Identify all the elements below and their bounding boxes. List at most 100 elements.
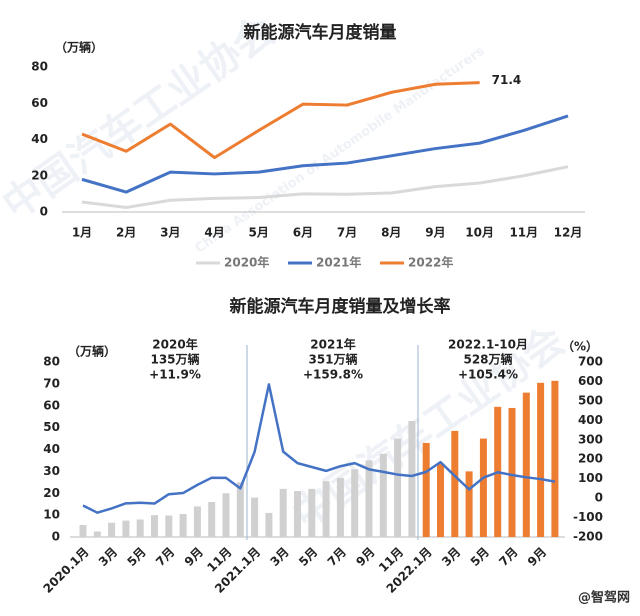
x-tick-label: 7月 (325, 545, 349, 569)
y2-tick-label: 400 (578, 413, 603, 427)
bar (79, 524, 87, 537)
x-tick-label: 10月 (465, 226, 494, 240)
y-tick-label: 50 (43, 420, 60, 434)
bar (408, 421, 416, 537)
x-tick-label: 7月 (496, 545, 520, 569)
annotation: 2021年 (310, 337, 355, 352)
x-tick-label: 1月 (72, 226, 92, 240)
x-tick-label: 2020.1月 (40, 545, 91, 596)
bar (394, 438, 402, 537)
y-tick-label: 60 (31, 96, 48, 110)
bar (93, 531, 101, 537)
bar (151, 515, 158, 537)
bar (537, 382, 545, 537)
y-tick-label: 60 (43, 398, 60, 412)
watermark: 中国汽车工业协会 (0, 8, 283, 229)
annotation: +11.9% (149, 368, 201, 382)
bar (108, 522, 116, 537)
x-tick-label: 5月 (296, 545, 320, 569)
bar (336, 477, 344, 537)
y2-tick-label: 300 (578, 432, 603, 446)
bar (322, 481, 330, 537)
line (82, 383, 556, 514)
y2-tick-label: 500 (578, 393, 603, 407)
bar (165, 515, 173, 537)
annotation: +159.8% (303, 368, 363, 382)
line (81, 114, 569, 194)
y2-tick-label: 100 (578, 471, 603, 485)
bar (236, 482, 244, 537)
y2-tick-label: 600 (578, 374, 603, 388)
bar (222, 493, 230, 537)
y-axis-label: （万辆） (68, 344, 116, 359)
legend-label: 2020年 (224, 255, 269, 270)
y2-tick-label: 0 (595, 491, 603, 505)
y2-tick-label: 700 (578, 355, 603, 369)
y2-axis-label: （%） (562, 339, 598, 354)
y2-tick-label: -200 (573, 530, 603, 544)
bar (265, 512, 273, 537)
y-tick-label: 0 (40, 205, 48, 219)
bar (522, 392, 530, 537)
bar (422, 442, 430, 537)
legend-label: 2022年 (408, 255, 453, 270)
bar (279, 488, 287, 537)
x-tick-label: 9月 (353, 545, 377, 569)
bar (251, 497, 259, 537)
y-tick-label: 80 (31, 60, 48, 74)
bar (365, 460, 373, 537)
line (81, 81, 480, 160)
bar (122, 520, 130, 537)
x-tick-label: 7月 (337, 226, 357, 240)
legend-label: 2021年 (316, 255, 361, 270)
bar (294, 491, 301, 537)
annotation: 2020年 (152, 337, 197, 352)
data-label: 71.4 (492, 73, 522, 87)
bar (179, 514, 187, 537)
y-axis-label: （万辆） (55, 40, 103, 55)
x-tick-label: 3月 (96, 545, 120, 569)
x-tick-label: 9月 (525, 545, 549, 569)
y-tick-label: 0 (52, 530, 60, 544)
x-tick-label: 12月 (554, 226, 583, 240)
bar (193, 506, 201, 537)
y-tick-label: 80 (43, 355, 60, 369)
y-tick-label: 20 (31, 168, 48, 182)
x-tick-label: 3月 (160, 226, 180, 240)
annotation: 528万辆 (463, 352, 512, 367)
x-tick-label: 9月 (425, 226, 445, 240)
y-tick-label: 40 (43, 442, 60, 456)
x-tick-label: 3月 (439, 545, 463, 569)
x-tick-label: 2月 (116, 226, 136, 240)
bar (136, 519, 144, 537)
annotation: 351万辆 (308, 352, 357, 367)
bar (379, 453, 387, 537)
y-tick-label: 30 (43, 464, 60, 478)
annotation: 2022.1-10月 (448, 338, 528, 352)
line (81, 165, 569, 209)
x-tick-label: 5月 (125, 545, 149, 569)
y2-tick-label: -100 (573, 510, 603, 524)
x-tick-label: 6月 (293, 226, 313, 240)
x-tick-label: 5月 (249, 226, 269, 240)
chart-title: 新能源汽车月度销量及增长率 (230, 296, 451, 317)
bar (465, 471, 473, 537)
bar (308, 488, 316, 537)
credit: @智驾网 (578, 590, 630, 606)
x-tick-label: 8月 (381, 226, 401, 240)
x-tick-label: 5月 (468, 545, 492, 569)
y-tick-label: 10 (43, 508, 60, 522)
bar (451, 430, 459, 537)
y-tick-label: 40 (31, 132, 48, 146)
x-tick-label: 11月 (509, 226, 538, 240)
y-tick-label: 20 (43, 486, 60, 500)
x-tick-label: 4月 (204, 226, 224, 240)
x-tick-label: 3月 (268, 545, 292, 569)
annotation: +105.4% (458, 368, 518, 382)
chart-title: 新能源汽车月度销量 (244, 22, 397, 43)
x-tick-label: 9月 (182, 545, 206, 569)
annotation: 135万辆 (150, 352, 199, 367)
bar (508, 407, 516, 537)
bar (351, 469, 359, 537)
